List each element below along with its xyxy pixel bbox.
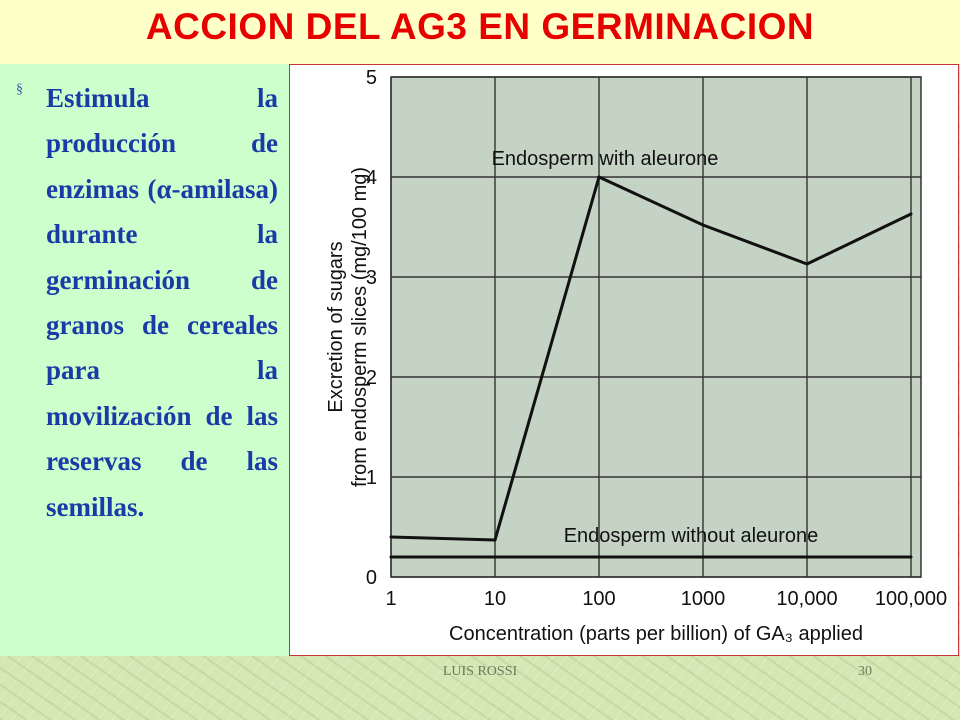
x-tick-label: 10,000 xyxy=(776,588,837,610)
grid-layer xyxy=(390,76,921,578)
y-tick-label: 4 xyxy=(366,167,377,189)
page-number: 30 xyxy=(858,664,872,679)
footer-author: LUIS ROSSI xyxy=(442,664,518,679)
y-tick-label: 2 xyxy=(366,367,377,389)
data-point xyxy=(597,555,601,559)
data-point xyxy=(389,535,393,539)
x-tick-label: 1 xyxy=(385,588,396,610)
x-tick-label: 1000 xyxy=(681,588,726,610)
chart-frame: 0 1 2 3 4 5 1 10 100 1000 10,000 100,000 Endosperm … xyxy=(289,64,959,656)
data-point xyxy=(389,555,393,559)
y-tick-label: 3 xyxy=(366,267,377,289)
data-point xyxy=(909,212,913,216)
data-point xyxy=(805,555,809,559)
plot-area xyxy=(390,76,922,578)
data-point xyxy=(701,223,705,227)
series-label-with-aleurone: Endosperm with aleurone xyxy=(492,148,719,170)
y-tick-label: 5 xyxy=(366,67,377,89)
data-point xyxy=(909,555,913,559)
slide-title: ACCION DEL AG3 EN GERMINACION xyxy=(145,6,815,47)
y-tick-label: 0 xyxy=(366,567,377,589)
data-point xyxy=(493,538,497,542)
x-tick-label: 100 xyxy=(582,588,615,610)
x-tick-label: 100,000 xyxy=(875,588,947,610)
series-label-without-aleurone: Endosperm without aleurone xyxy=(564,525,819,547)
y-axis-label-line1: Excretion of sugars xyxy=(325,241,347,412)
bullet-marker: § xyxy=(16,82,23,97)
x-axis-label: Concentration (parts per billion) of GA₃… xyxy=(449,623,863,645)
data-point xyxy=(597,175,601,179)
y-tick-label: 1 xyxy=(366,467,377,489)
data-point xyxy=(493,555,497,559)
content-panel xyxy=(0,64,290,656)
series-layer xyxy=(389,175,913,559)
y-axis-label-line2: from endosperm slices (mg/100 mg) xyxy=(349,167,371,487)
data-point xyxy=(805,262,809,266)
x-tick-label: 10 xyxy=(484,588,506,610)
bullet-text: Estimula la producción de enzimas (α-ami… xyxy=(46,83,278,522)
series-line-1 xyxy=(390,175,912,542)
title-bar: ACCION DEL AG3 EN GERMINACION xyxy=(0,0,960,64)
data-point xyxy=(701,555,705,559)
